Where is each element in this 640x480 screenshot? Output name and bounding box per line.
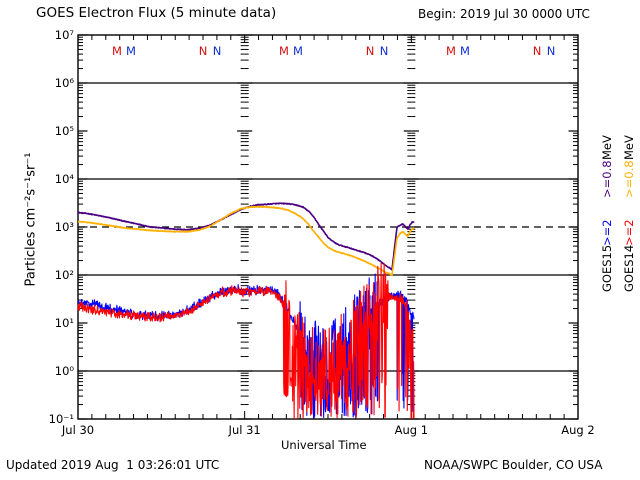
daynight-marker-n: N xyxy=(365,44,375,58)
daynight-marker-m: M xyxy=(279,44,289,58)
series-3 xyxy=(77,262,415,420)
y-tick-label: 10⁷ xyxy=(54,28,74,42)
y-tick-label: 10⁰ xyxy=(54,364,74,378)
x-tick-label: Aug 1 xyxy=(394,423,429,437)
daynight-marker-m: M xyxy=(126,44,136,58)
daynight-marker-n: N xyxy=(546,44,556,58)
y-axis-ticks: 10⁷ 10⁶ 10⁵ 10⁴ 10³ 10² 10¹ 10⁰ 10⁻¹ xyxy=(0,0,74,480)
x-axis-label: Universal Time xyxy=(281,438,367,452)
trace-goes14-2-mev xyxy=(77,262,415,420)
legend-unit: MeV xyxy=(622,135,636,160)
x-tick-label: Aug 2 xyxy=(561,423,595,437)
y-tick-label: 10⁵ xyxy=(54,124,74,138)
begin-time-label: Begin: 2019 Jul 30 0000 UTC xyxy=(418,7,590,21)
legend-low-threshold: >=0.8 xyxy=(622,160,636,198)
x-tick-label: Jul 31 xyxy=(228,423,261,437)
y-tick-label: 10² xyxy=(54,268,74,282)
trace-goes15-0-8-mev xyxy=(77,202,415,271)
daynight-marker-m: M xyxy=(460,44,470,58)
x-tick-label: Jul 30 xyxy=(61,423,95,437)
daynight-marker-m: M xyxy=(446,44,456,58)
daynight-marker-m: M xyxy=(293,44,303,58)
daynight-marker-n: N xyxy=(212,44,222,58)
legend-satellite: GOES14 xyxy=(622,244,636,292)
legend-high-threshold: >=2 xyxy=(622,219,636,246)
credit-label: NOAA/SWPC Boulder, CO USA xyxy=(424,458,603,472)
legend-unit: MeV xyxy=(600,135,614,160)
page-title: GOES Electron Flux (5 minute data) xyxy=(36,5,277,21)
daynight-marker-n: N xyxy=(532,44,542,58)
daynight-marker-n: N xyxy=(198,44,208,58)
y-tick-label: 10⁴ xyxy=(54,172,74,186)
daynight-marker-m: M xyxy=(112,44,122,58)
series-1 xyxy=(77,205,415,277)
y-tick-label: 10¹ xyxy=(54,316,74,330)
series-0 xyxy=(77,202,415,271)
y-tick-label: 10³ xyxy=(54,220,74,234)
legend-satellite: GOES15 xyxy=(600,244,614,292)
daynight-marker-n: N xyxy=(379,44,389,58)
trace-goes14-0-8-mev xyxy=(77,205,415,277)
y-tick-label: 10⁻¹ xyxy=(48,412,74,426)
legend-high-threshold: >=2 xyxy=(600,219,614,246)
legend-low-threshold: >=0.8 xyxy=(600,160,614,198)
y-tick-label: 10⁶ xyxy=(54,76,74,90)
updated-timestamp: Updated 2019 Aug 1 03:26:01 UTC xyxy=(6,458,220,472)
